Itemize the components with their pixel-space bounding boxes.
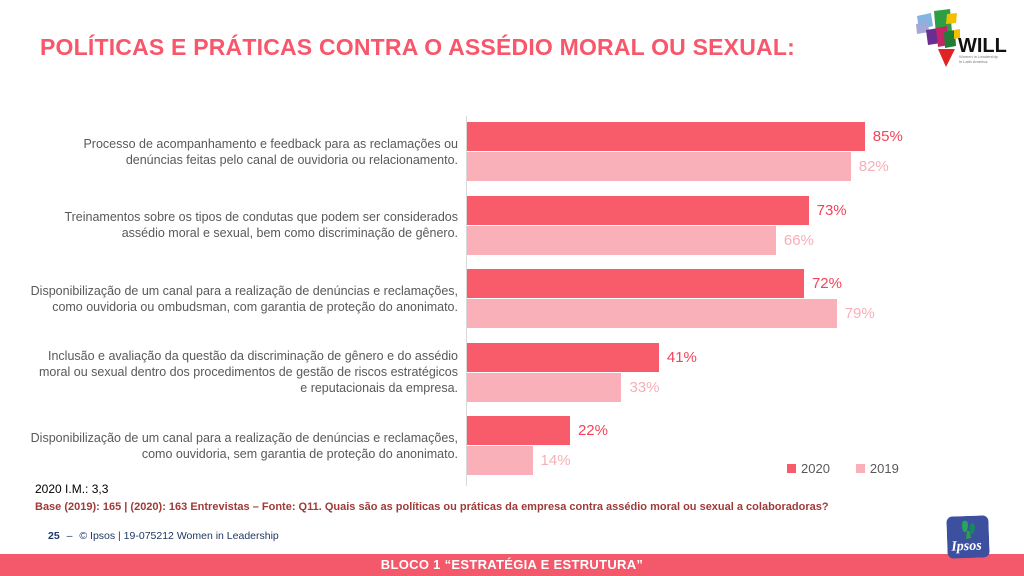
axis-line	[466, 116, 467, 486]
legend-label-2019: 2019	[869, 461, 899, 476]
page-title: POLÍTICAS E PRÁTICAS CONTRA O ASSÉDIO MO…	[40, 34, 795, 60]
will-logo-mark-icon: WILL Women in Leadership in Latin Americ…	[916, 9, 1007, 67]
category-label: Disponibilização de um canal para a real…	[30, 430, 458, 461]
category-label: Processo de acompanhamento e feedback pa…	[83, 136, 458, 167]
ipsos-logo-icon: Ipsos	[946, 515, 990, 559]
page-number: 25	[48, 530, 60, 542]
legend-item-2020: 2020	[787, 461, 830, 476]
bar-2019	[467, 372, 622, 402]
value-label-2020: 73%	[816, 201, 847, 219]
chart-row: Processo de acompanhamento e feedback pa…	[30, 122, 1024, 181]
will-logo-text: WILL	[958, 35, 1007, 57]
legend-item-2019: 2019	[855, 461, 899, 476]
im-note: 2020 I.M.: 3,3	[35, 482, 109, 496]
ipsos-logo: Ipsos	[946, 515, 990, 559]
value-label-2019: 14%	[540, 452, 571, 469]
bar-2020	[467, 195, 809, 225]
will-logo: WILL Women in Leadership in Latin Americ…	[905, 8, 1020, 78]
bar-2020	[467, 122, 865, 151]
base-note: Base (2019): 165 | (2020): 163 Entrevist…	[35, 501, 829, 513]
category-label: Inclusão e avaliação da questão da discr…	[39, 349, 458, 395]
footer-separator: –	[66, 530, 73, 542]
footer-credit: © Ipsos | 19-075212 Women in Leadership	[79, 530, 279, 542]
category-label: Disponibilização de um canal para a real…	[30, 283, 458, 314]
footer: 25 – © Ipsos | 19-075212 Women in Leader…	[48, 530, 283, 542]
legend-swatch-2019	[855, 464, 865, 473]
bar-2019	[467, 446, 533, 475]
chart-row: Treinamentos sobre os tipos de condutas …	[30, 195, 1024, 255]
value-label-2020: 22%	[577, 422, 608, 439]
will-logo-tagline-line1: Women in Leadership	[959, 54, 999, 59]
legend-label-2020: 2020	[801, 461, 830, 476]
value-label-2019: 79%	[844, 305, 875, 322]
ipsos-logo-text: Ipsos	[950, 539, 982, 555]
bar-2020	[467, 342, 659, 372]
bar-2020	[467, 269, 804, 298]
bar-2019	[467, 152, 851, 181]
value-label-2019: 66%	[783, 231, 814, 249]
bar-2020	[467, 416, 570, 445]
chart-row: Disponibilização de um canal para a real…	[30, 416, 1024, 475]
value-label-2019: 33%	[629, 378, 660, 396]
banner: BLOCO 1 “ESTRATÉGIA E ESTRUTURA”	[0, 554, 1024, 576]
bar-2019	[467, 299, 837, 328]
value-label-2019: 82%	[858, 158, 889, 175]
chart-row: Inclusão e avaliação da questão da discr…	[30, 342, 1024, 402]
legend-swatch-2020	[787, 464, 796, 473]
banner-label: BLOCO 1 “ESTRATÉGIA E ESTRUTURA”	[380, 557, 644, 572]
chart-row: Disponibilização de um canal para a real…	[30, 269, 1024, 328]
chart-legend: 2020 2019	[787, 461, 899, 476]
bar-2019	[467, 225, 776, 255]
value-label-2020: 41%	[666, 348, 697, 366]
category-label: Treinamentos sobre os tipos de condutas …	[64, 210, 458, 240]
value-label-2020: 85%	[872, 128, 903, 145]
value-label-2020: 72%	[811, 275, 842, 292]
will-logo-tagline-line2: in Latin America	[959, 59, 988, 64]
